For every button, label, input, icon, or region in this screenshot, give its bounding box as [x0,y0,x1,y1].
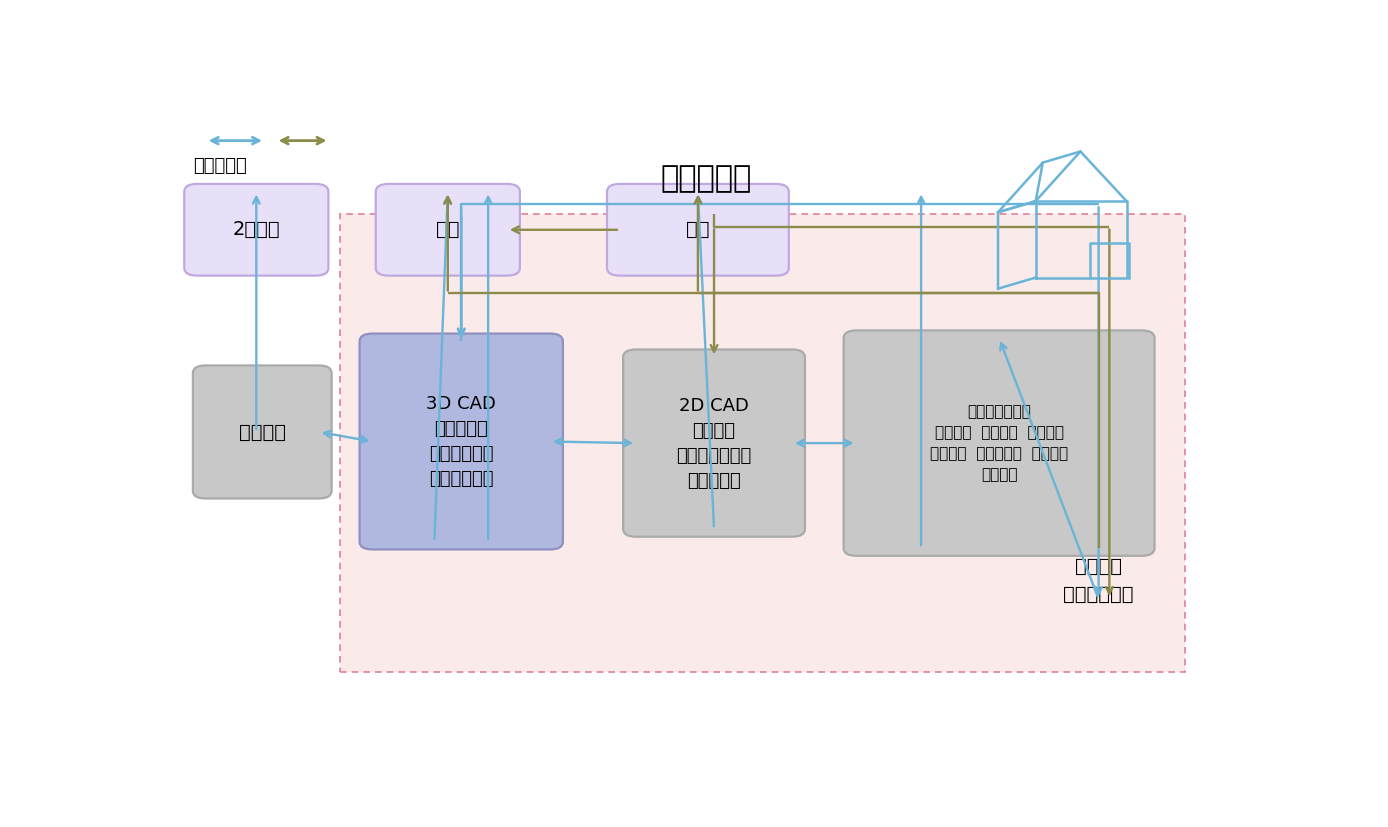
FancyBboxPatch shape [359,333,564,549]
Text: 2次加工: 2次加工 [233,220,280,239]
Text: 仕様書システム
絵型情報  縫製情報  原料情報
資材情報  サイズ情報  加工情報
製品情報: 仕様書システム 絵型情報 縫製情報 原料情報 資材情報 サイズ情報 加工情報 製… [930,404,1069,482]
FancyBboxPatch shape [607,184,788,275]
FancyBboxPatch shape [623,350,805,537]
FancyBboxPatch shape [844,331,1155,556]
Text: データ連携: データ連携 [193,157,247,175]
Text: 原料: 原料 [436,220,459,239]
FancyBboxPatch shape [185,184,329,275]
FancyBboxPatch shape [193,366,332,499]
FancyBboxPatch shape [376,184,520,275]
Text: 2D CAD
パターン
グレーディング
マーキング: 2D CAD パターン グレーディング マーキング [676,397,752,490]
Text: 資材: 資材 [686,220,709,239]
Text: 3D CAD
モデリング
テクスチャー
グラフィック: 3D CAD モデリング テクスチャー グラフィック [426,395,496,488]
Text: 縫製工場
（クチーレ）: 縫製工場 （クチーレ） [1063,557,1134,604]
Text: 精巧の領域: 精巧の領域 [661,165,751,194]
FancyBboxPatch shape [340,214,1185,672]
Text: 企画開発: 企画開発 [239,423,286,442]
